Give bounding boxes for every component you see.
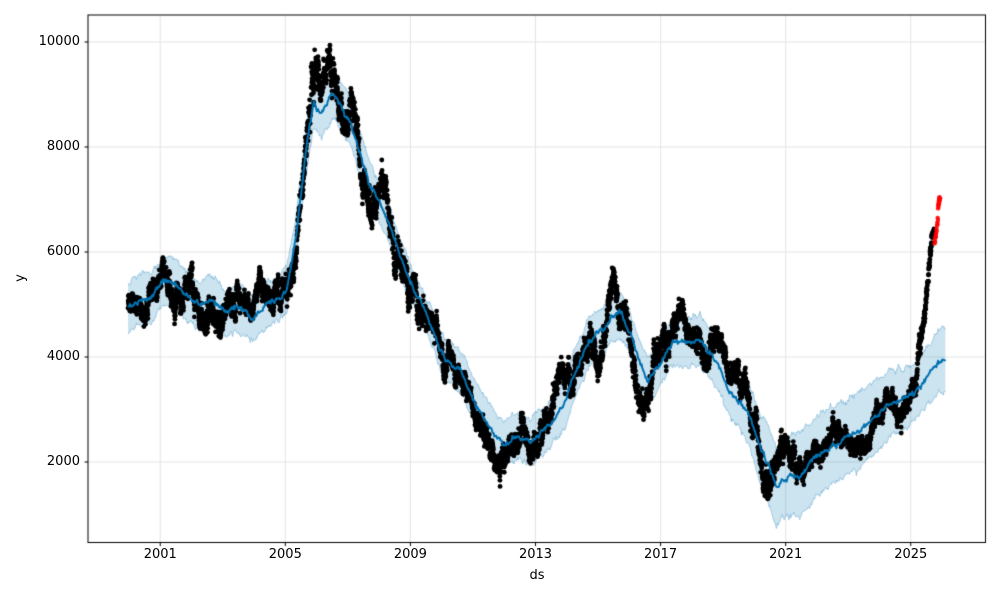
- x-tick-label-2009: 2009: [393, 547, 427, 562]
- x-tick-label-2021: 2021: [769, 547, 803, 562]
- x-tick-label-2005: 2005: [268, 547, 302, 562]
- y-tick-label-8000: 8000: [46, 138, 80, 154]
- x-axis-title: ds: [529, 568, 545, 583]
- y-axis-title: y: [13, 274, 28, 282]
- y-tick-label-4000: 4000: [46, 349, 80, 364]
- x-tick-label-2013: 2013: [518, 547, 553, 562]
- y-tick-label-2000: 2000: [46, 454, 80, 469]
- x-tick-label-2001: 2001: [143, 547, 177, 562]
- y-tick-label-10000: 10000: [38, 33, 80, 49]
- x-tick-label-2017: 2017: [644, 547, 678, 562]
- y-tick-label-6000: 6000: [46, 243, 80, 259]
- x-tick-label-2025: 2025: [894, 547, 928, 562]
